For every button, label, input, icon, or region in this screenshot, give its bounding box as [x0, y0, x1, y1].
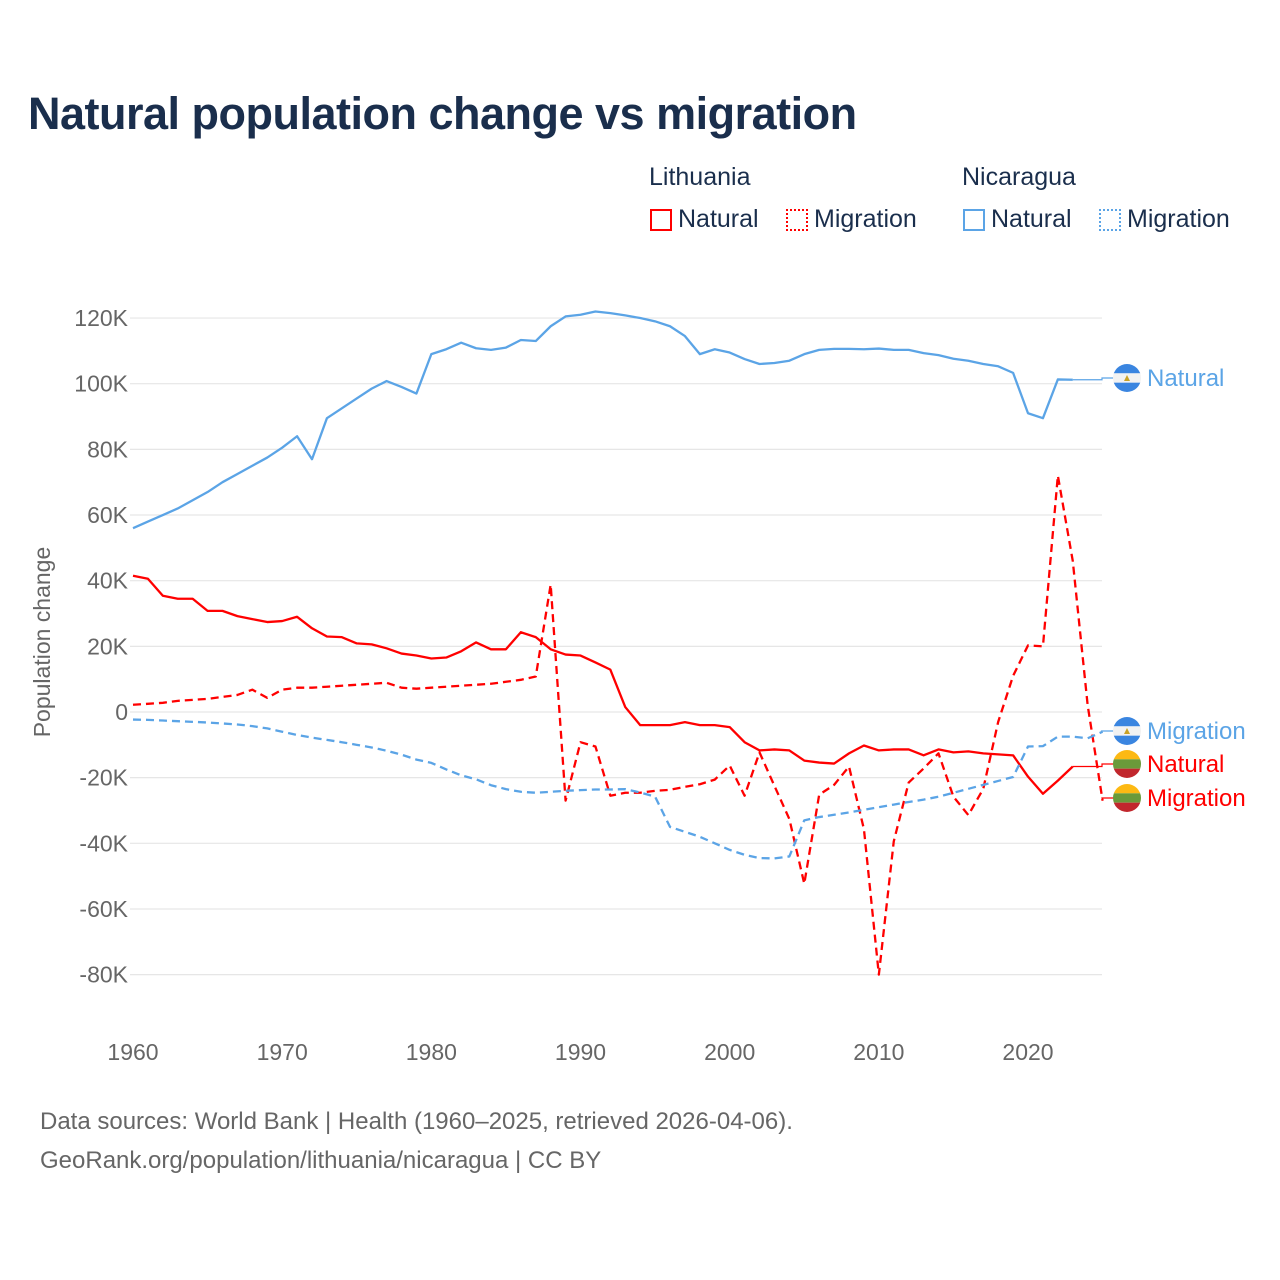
series-line-lithuania-natural: [132, 574, 1074, 795]
lithuania-flag-icon: [1113, 750, 1141, 778]
series-end-label: Natural: [1147, 751, 1224, 778]
lithuania-flag-icon: [1113, 784, 1141, 812]
legend-group-lithuania: Lithuania: [649, 163, 751, 191]
legend-swatch: [786, 208, 808, 231]
legend-swatch: [650, 208, 672, 231]
label-connector: [1100, 730, 1114, 733]
y-tick-label: 100K: [74, 371, 128, 397]
legend-swatch: [1099, 208, 1121, 231]
x-tick-label: 1980: [406, 1039, 457, 1065]
series-end-label: Migration: [1147, 718, 1246, 745]
legend-label: Natural: [991, 205, 1072, 233]
legend-lithuania-natural[interactable]: Natural: [650, 205, 759, 234]
series-line-nicaragua-migration: [132, 718, 1104, 860]
x-tick-label: 1990: [555, 1039, 606, 1065]
y-tick-label: 60K: [87, 502, 129, 528]
y-tick-label: -20K: [79, 765, 128, 791]
legend-label: Migration: [814, 205, 917, 233]
legend-lithuania-migration[interactable]: Migration: [786, 205, 917, 234]
x-tick-label: 1960: [107, 1039, 158, 1065]
chart-title: Natural population change vs migration: [28, 88, 857, 139]
y-tick-label: 0: [115, 699, 128, 725]
footer-sources: Data sources: World Bank | Health (1960–…: [40, 1108, 793, 1135]
label-connector: [1072, 763, 1114, 768]
y-tick-label: 20K: [87, 633, 129, 659]
x-tick-label: 1970: [257, 1039, 308, 1065]
legend-label: Migration: [1127, 205, 1230, 233]
y-axis-label: Population change: [29, 547, 55, 738]
legend-label: Natural: [678, 205, 759, 233]
y-tick-label: 40K: [87, 568, 129, 594]
y-tick-label: 80K: [87, 436, 129, 462]
nicaragua-flag-icon: [1113, 717, 1141, 745]
series-line-lithuania-migration: [132, 474, 1104, 976]
footer-attribution[interactable]: GeoRank.org/population/lithuania/nicarag…: [40, 1147, 602, 1174]
legend-group-nicaragua: Nicaragua: [962, 163, 1076, 191]
nicaragua-flag-icon: [1113, 364, 1141, 392]
legend-swatch: [963, 208, 985, 231]
label-connector: [1072, 377, 1114, 381]
y-tick-label: 120K: [74, 305, 128, 331]
series-end-label: Migration: [1147, 785, 1246, 812]
series-end-label: Natural: [1147, 365, 1224, 392]
legend-nicaragua-natural[interactable]: Natural: [963, 205, 1072, 234]
legend-nicaragua-migration[interactable]: Migration: [1099, 205, 1230, 234]
y-tick-label: -60K: [79, 896, 128, 922]
x-tick-label: 2000: [704, 1039, 755, 1065]
label-connector: [1101, 797, 1114, 801]
y-tick-label: -80K: [79, 962, 128, 988]
x-tick-label: 2010: [853, 1039, 904, 1065]
x-tick-label: 2020: [1002, 1039, 1053, 1065]
series-line-nicaragua-natural: [132, 310, 1073, 530]
y-tick-label: -40K: [79, 830, 128, 856]
